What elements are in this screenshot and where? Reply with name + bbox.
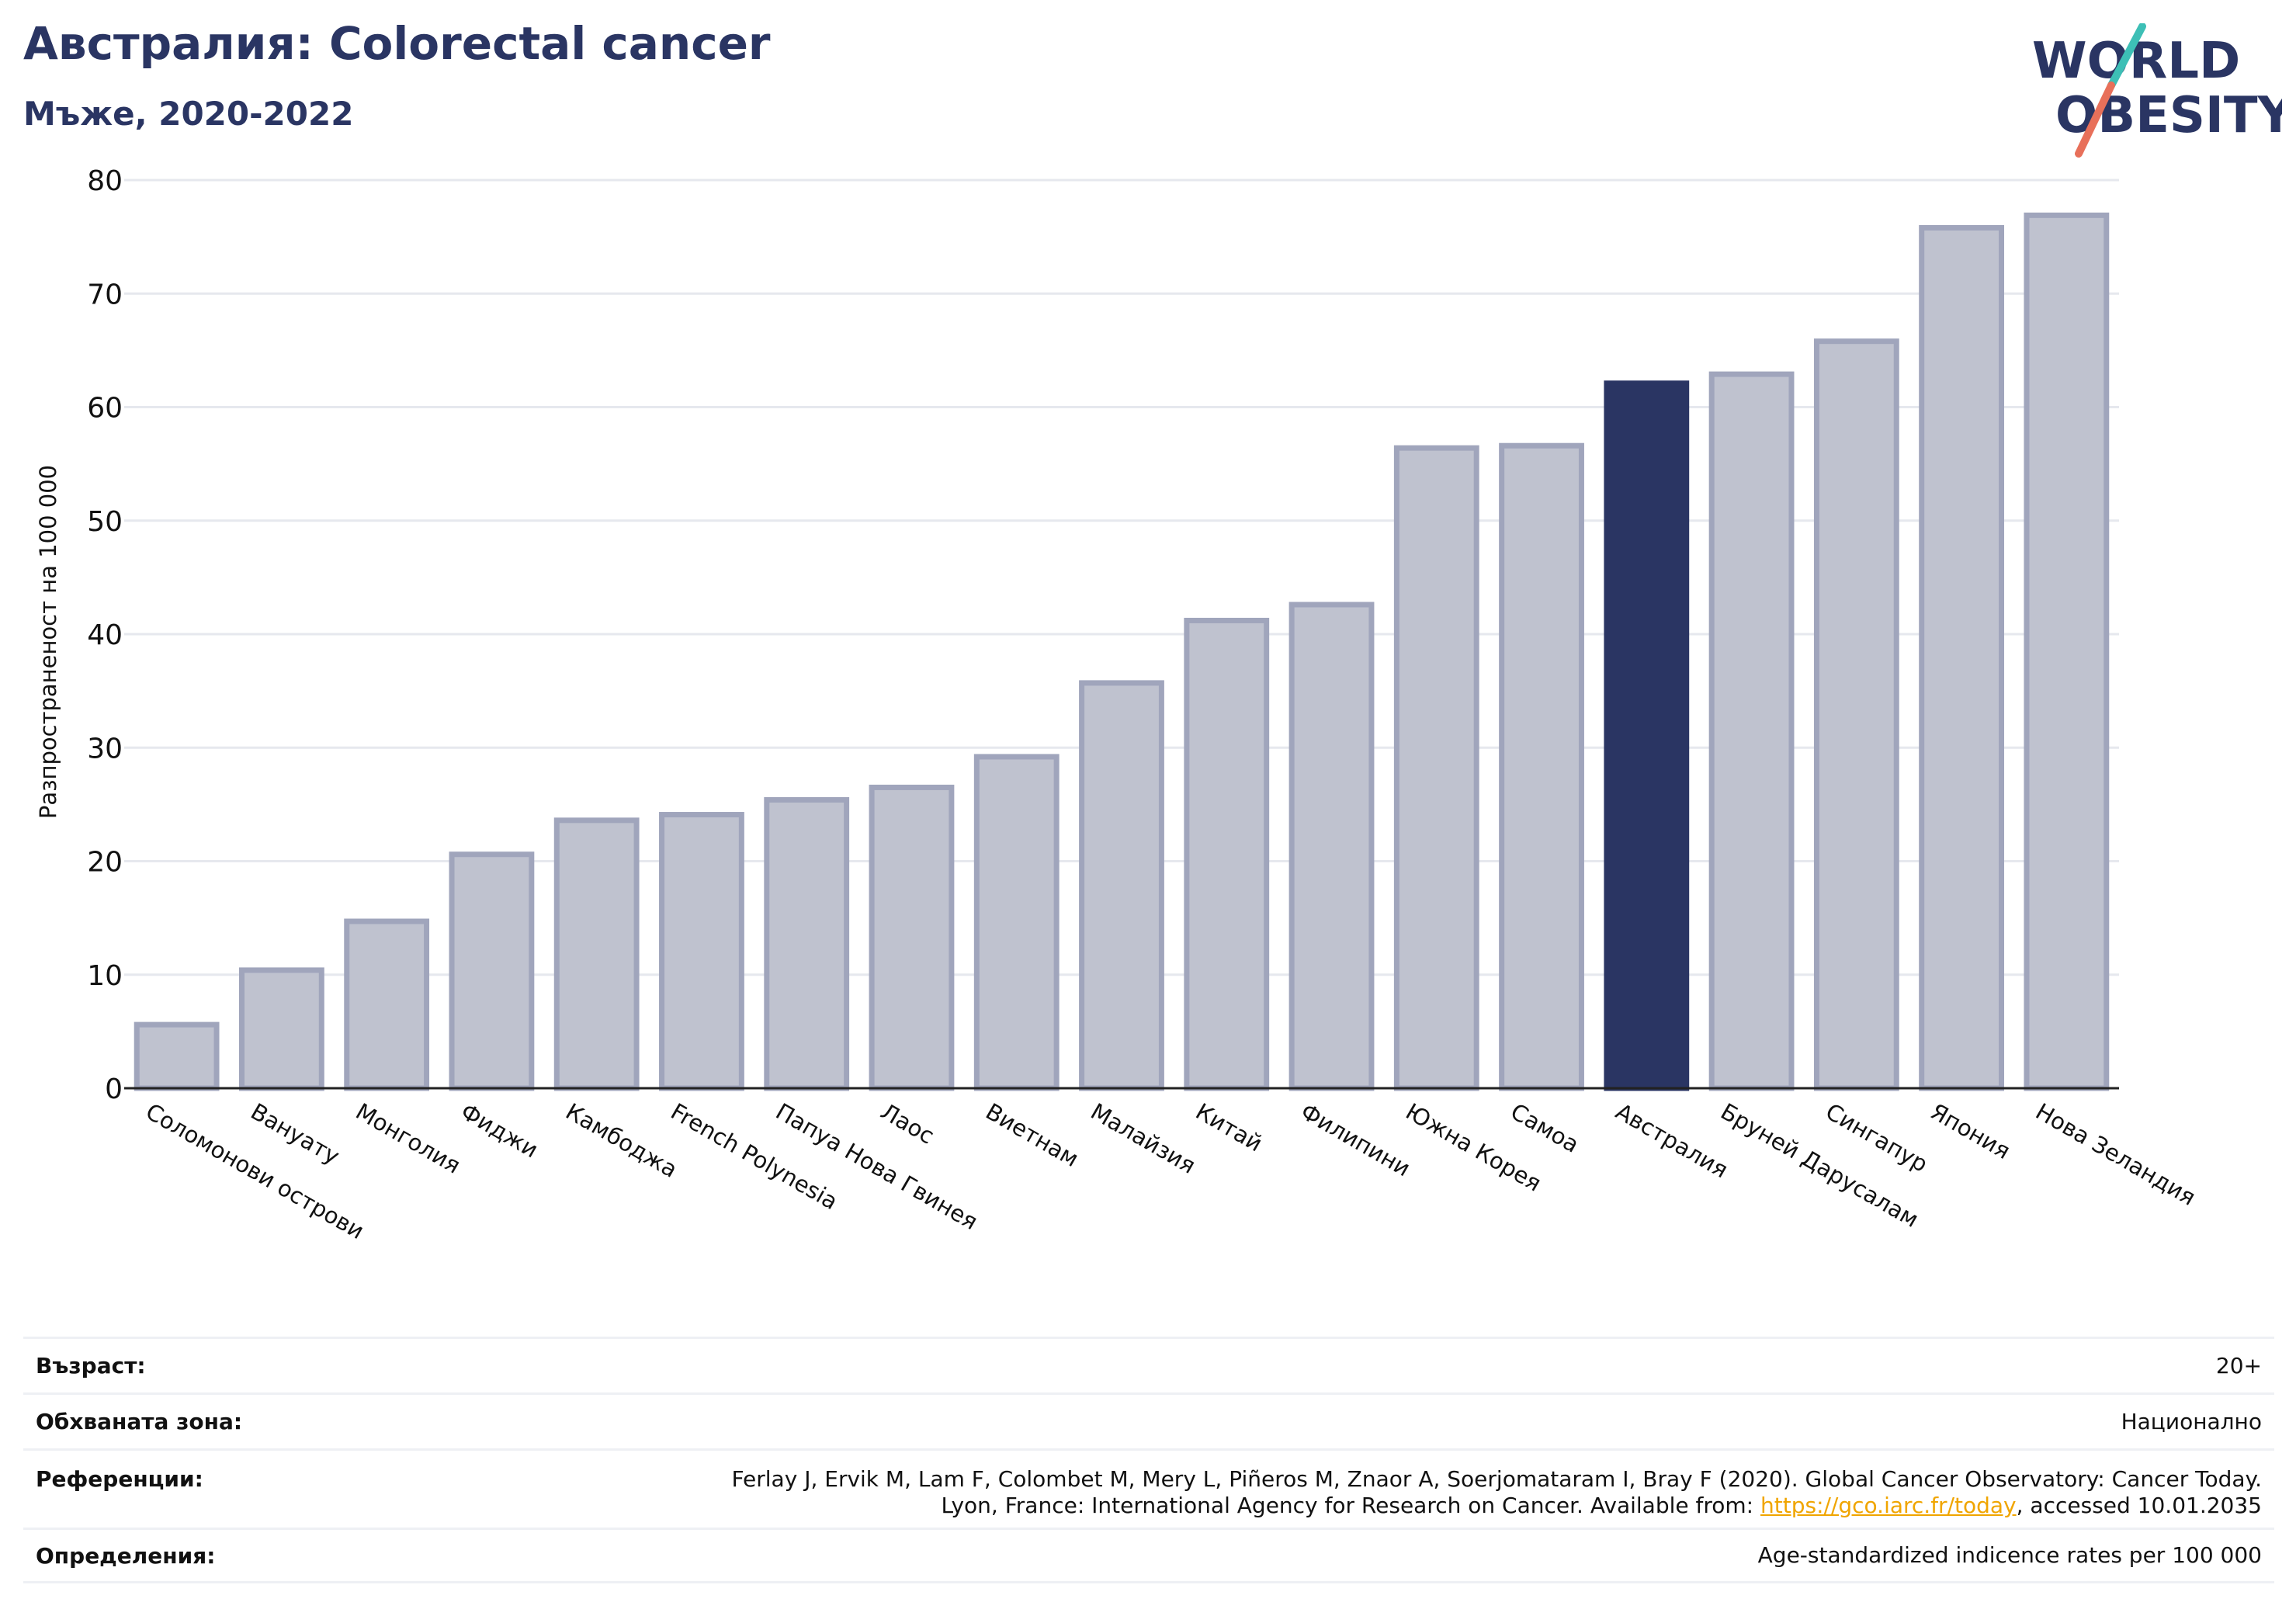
bar (1919, 224, 2005, 1091)
x-tick-label: Малайзия (1087, 1098, 1201, 1179)
y-tick-label: 0 (105, 1073, 123, 1105)
y-tick-label: 40 (87, 619, 123, 651)
info-row-age: Възраст: 20+ (23, 1337, 2274, 1392)
chart-title: Австралия: Colorectal cancer (23, 17, 771, 70)
age-label: Възраст: (36, 1353, 146, 1379)
y-tick-label: 20 (87, 847, 123, 879)
world-obesity-logo: WORLD OBESITY (2032, 23, 2282, 158)
bar (1499, 442, 1584, 1091)
x-tick-label: Камбоджа (561, 1098, 682, 1183)
info-row-definitions: Определения: Age-standardized indicence … (23, 1528, 2274, 1583)
x-tick-label: Монголия (352, 1098, 465, 1179)
bar (973, 754, 1060, 1091)
x-tick-label: Виетнам (981, 1098, 1083, 1172)
y-tick-label: 80 (87, 165, 123, 197)
bar (1708, 371, 1795, 1091)
bar (238, 967, 324, 1091)
references-line-2-suffix: , accessed 10.01.2035 (2016, 1493, 2262, 1518)
y-tick-label: 30 (87, 733, 123, 765)
logo-slash-teal (2107, 23, 2146, 89)
y-tick-label: 50 (87, 506, 123, 538)
x-tick-label: Филипини (1296, 1098, 1415, 1182)
bar (134, 1021, 220, 1091)
x-tick-label: Нова Зеландия (2031, 1098, 2201, 1211)
y-axis-label: Разпространеност на 100 000 (35, 465, 61, 819)
bar-highlighted (1604, 380, 1690, 1091)
info-row-references: Референции: Ferlay J, Ervik M, Lam F, Co… (23, 1448, 2274, 1528)
definitions-label: Определения: (36, 1542, 216, 1569)
x-tick-label: Китай (1191, 1098, 1267, 1157)
bar (869, 784, 955, 1091)
chart-subtitle: Мъже, 2020-2022 (23, 95, 354, 133)
bar (449, 851, 535, 1091)
references-line-2-prefix: Lyon, France: International Agency for R… (941, 1493, 1760, 1518)
references-line-1: Ferlay J, Ervik M, Lam F, Colombet M, Me… (731, 1466, 2262, 1492)
references-value: Ferlay J, Ervik M, Lam F, Colombet M, Me… (731, 1466, 2262, 1519)
age-value: 20+ (2215, 1352, 2262, 1379)
bar (1079, 680, 1164, 1091)
x-tick-label: Япония (1927, 1098, 2015, 1164)
y-tick-label: 60 (87, 393, 123, 425)
y-tick-label: 70 (87, 279, 123, 310)
bar (1393, 445, 1479, 1091)
references-label: Референции: (36, 1466, 203, 1492)
x-tick-label: Лаос (876, 1098, 938, 1150)
bar (659, 812, 744, 1091)
area-label: Обхваната зона: (36, 1409, 243, 1434)
x-tick-label: Бруней Дарусалам (1716, 1098, 1923, 1233)
area-value: Национално (2121, 1408, 2262, 1434)
x-tick-label: Самоа (1507, 1098, 1584, 1158)
bar-chart: 0 10 20 30 40 50 60 70 80 Разпространеност на 100… (35, 165, 2201, 1244)
definitions-value: Age-standardized indicence rates per 100… (1757, 1542, 2262, 1568)
y-tick-label: 10 (87, 960, 123, 992)
x-tick-label: Австралия (1611, 1098, 1732, 1184)
x-tick-label: Фиджи (456, 1098, 543, 1163)
info-row-area: Обхваната зона: Национално (23, 1392, 2274, 1448)
info-table: Възраст: 20+ Обхваната зона: Национално … (23, 1337, 2274, 1583)
bar (344, 918, 430, 1091)
bar (764, 797, 850, 1091)
bar (1288, 602, 1375, 1091)
references-link[interactable]: https://gco.iarc.fr/today (1760, 1493, 2017, 1518)
bar (553, 817, 640, 1091)
bar (2024, 212, 2110, 1091)
logo-slash-coral (2075, 81, 2115, 158)
bar (1813, 338, 1899, 1091)
bar (1184, 617, 1270, 1091)
